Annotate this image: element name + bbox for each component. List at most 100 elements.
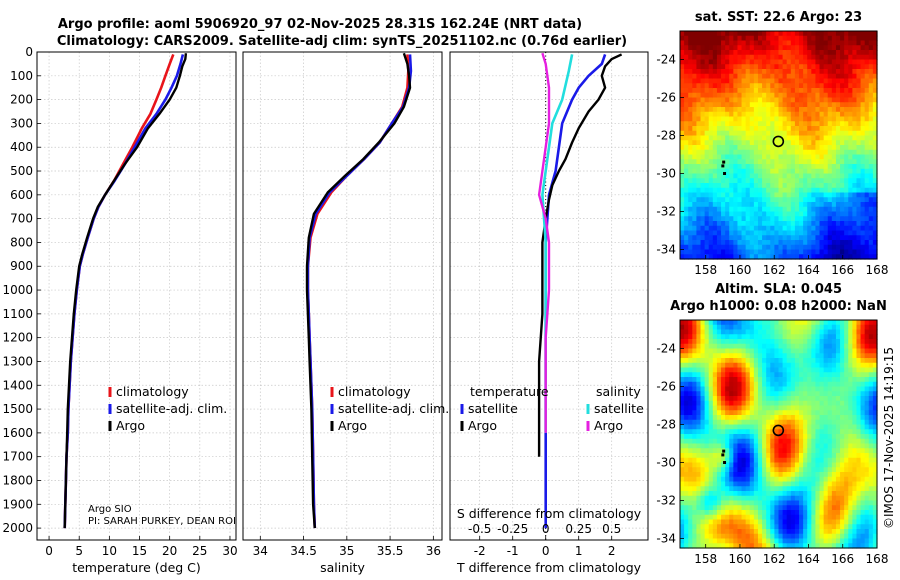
sla-cell — [807, 443, 812, 449]
sst-cell — [807, 31, 812, 37]
sla-cell — [712, 491, 718, 497]
sla-cell — [794, 438, 800, 445]
sst-cell — [700, 235, 706, 241]
sla-cell — [872, 362, 878, 369]
sla-cell — [753, 358, 759, 364]
sdiff-xlabel: S difference from climatology — [457, 506, 642, 521]
sla-cell — [684, 453, 689, 459]
sla-cell — [803, 415, 808, 421]
sla-cell — [749, 491, 755, 497]
sla-cell — [692, 505, 698, 511]
sla-cell — [799, 476, 804, 483]
sst-cell — [729, 183, 734, 189]
sst-cell — [823, 206, 829, 213]
sla-cell — [733, 514, 739, 521]
sla-cell — [684, 372, 689, 378]
sst-cell — [778, 192, 784, 198]
sst-cell — [696, 78, 702, 84]
sla-cell — [848, 543, 853, 549]
sst-cell — [725, 187, 730, 194]
sla-cell — [745, 519, 751, 525]
sla-cell — [696, 329, 702, 335]
sla-cell — [688, 339, 693, 345]
sla-cell — [852, 481, 858, 487]
sla-cell — [721, 419, 726, 426]
sst-cell — [696, 135, 702, 141]
sst-cell — [692, 140, 698, 146]
sst-cell — [803, 121, 808, 127]
sst-cell — [778, 187, 784, 194]
sla-cell — [684, 339, 689, 345]
sst-cell — [807, 154, 812, 160]
sla-cell — [757, 476, 763, 483]
sst-cell — [786, 254, 792, 260]
sla-cell — [782, 514, 788, 521]
sst-cell — [827, 69, 833, 75]
sst-cell — [844, 45, 849, 51]
sla-cell — [840, 457, 845, 464]
sla-cell — [799, 372, 804, 378]
sla-cell — [848, 372, 853, 378]
sla-cell — [729, 472, 734, 478]
sst-cell — [848, 221, 853, 227]
sla-cell — [799, 514, 804, 521]
sst-cell — [868, 78, 874, 84]
sla-cell — [835, 533, 841, 540]
sst-cell — [872, 187, 878, 194]
sla-cell — [757, 453, 763, 459]
sla-cell — [712, 329, 718, 335]
sla-cell — [860, 529, 866, 535]
sst-cell — [864, 192, 870, 198]
sla-cell — [688, 353, 693, 359]
sla-cell — [803, 476, 808, 483]
sla-cell — [712, 419, 718, 426]
sla-cell — [725, 358, 730, 364]
sla-cell — [733, 400, 739, 407]
sla-cell — [868, 396, 874, 402]
sst-cell — [745, 187, 751, 194]
sst-cell — [745, 183, 751, 189]
differences-xtick-label: 1 — [575, 544, 583, 558]
sla-cell — [848, 472, 853, 478]
sla-cell — [844, 505, 849, 511]
sst-cell — [684, 240, 689, 246]
sst-cell — [778, 59, 784, 65]
sst-cell — [753, 164, 759, 170]
sst-cell — [725, 135, 730, 141]
sla-cell — [700, 543, 706, 549]
sst-cell — [733, 202, 739, 208]
sst-cell — [819, 107, 825, 113]
sst-cell — [725, 140, 730, 146]
sla-cell — [708, 495, 714, 502]
sla-cell — [708, 486, 714, 492]
sst-cell — [868, 187, 874, 194]
sla-cell — [794, 334, 800, 340]
sla-cell — [827, 514, 833, 521]
sla-cell — [716, 410, 722, 416]
sla-cell — [721, 362, 726, 369]
sla-cell — [856, 486, 862, 492]
sla-cell — [815, 491, 821, 497]
sst-cell — [848, 197, 853, 203]
sla-cell — [684, 476, 689, 483]
sla-cell — [778, 419, 784, 426]
sst-cell — [766, 145, 771, 151]
sla-cell — [815, 510, 821, 516]
sla-cell — [823, 334, 829, 340]
sla-cell — [692, 524, 698, 530]
sla-cell — [856, 320, 862, 326]
sst-cell — [815, 54, 821, 61]
sst-cell — [704, 40, 710, 46]
sla-cell — [770, 372, 775, 378]
sst-cell — [786, 59, 792, 65]
sst-cell — [770, 187, 775, 194]
sla-cell — [729, 405, 734, 411]
sst-cell — [864, 140, 870, 146]
sst-cell — [721, 59, 726, 65]
tdiff-legend-title: temperature — [470, 384, 549, 399]
sla-cell — [757, 514, 763, 521]
sla-cell — [790, 476, 796, 483]
sla-cell — [823, 457, 829, 464]
sla-cell — [844, 472, 849, 478]
sla-cell — [782, 353, 788, 359]
